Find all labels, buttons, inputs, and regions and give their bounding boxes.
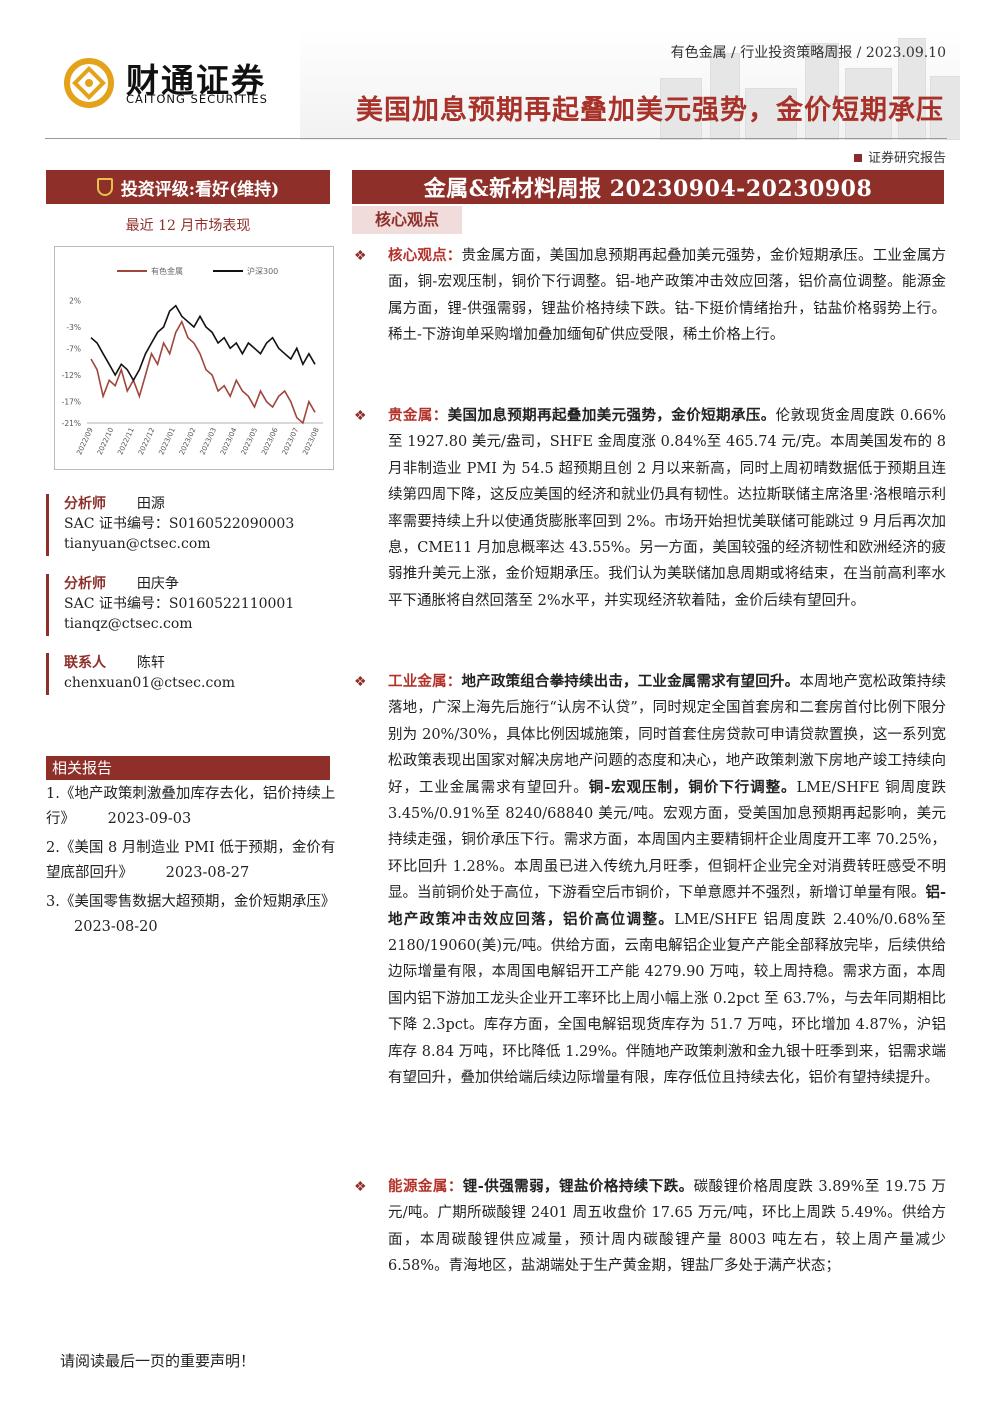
x-tick-label: 2022/12 (137, 426, 157, 456)
section-precious-metals: ❖ 贵金属：美国加息预期再起叠加美元强势，金价短期承压。伦敦现货金周度跌 0.66… (352, 403, 946, 614)
related-report[interactable]: 2.《美国 8 月制造业 PMI 低于预期，金价有望底部回升》 2023-08-… (46, 836, 336, 886)
analyst-sac: SAC 证书编号：S0160522090003 (64, 516, 295, 532)
report-meta: 有色金属 / 行业投资策略周报 / 2023.09.10 (670, 45, 946, 61)
contact: 联系人 陈轩 chenxuan01@ctsec.com (46, 653, 326, 695)
section-headline: 地产政策组合拳持续出击，工业金属需求有望回升。 (461, 673, 800, 690)
related-report-title: 1.《地产政策刺激叠加库存去化，铝价持续上行》 (46, 786, 336, 827)
copy-text: LME/SHFE 铜周度跌 3.45%/0.91%至 8240/68840 美元… (388, 779, 946, 902)
shield-icon (96, 178, 113, 196)
related-report-date: 2023-08-27 (165, 865, 250, 881)
y-tick-label: -21% (62, 419, 81, 428)
x-tick-label: 2023/06 (260, 426, 280, 456)
analyst-email[interactable]: tianqz@ctsec.com (64, 616, 193, 632)
section-label: 核心观点： (388, 247, 462, 264)
section-text: 伦敦现货金周度跌 0.66%至 1927.80 美元/盎司，SHFE 金周度涨 … (388, 408, 947, 609)
related-reports-heading: 相关报告 (46, 756, 330, 780)
analyst-role: 分析师 (64, 576, 106, 592)
header-skyline (300, 30, 960, 140)
series-line-1 (90, 304, 316, 382)
analyst-name: 田庆争 (136, 576, 179, 592)
section-core-view: ❖ 核心观点：贵金属方面，美国加息预期再起叠加美元强势，金价短期承压。工业金属方面… (352, 243, 946, 349)
contact-role: 联系人 (64, 655, 106, 671)
core-view-label: 核心观点 (352, 206, 462, 234)
contact-email[interactable]: chenxuan01@ctsec.com (64, 675, 236, 691)
analyst-2: 分析师 田庆争 SAC 证书编号：S0160522110001 tianqz@c… (46, 574, 326, 636)
legend-label: 有色金属 (151, 266, 183, 276)
section-label: 贵金属： (388, 407, 448, 424)
section-industrial-metals: ❖ 工业金属：地产政策组合拳持续出击，工业金属需求有望回升。本周地产宽松政策持续落… (352, 669, 946, 1092)
x-tick-label: 2022/10 (96, 426, 116, 456)
related-report-date: 2023-09-03 (107, 811, 192, 827)
x-tick-label: 2023/07 (281, 426, 301, 456)
related-report-date: 2023-08-20 (74, 919, 158, 935)
y-tick-label: -12% (62, 371, 81, 380)
report-title: 美国加息预期再起叠加美元强势，金价短期承压 (356, 95, 944, 126)
y-tick-label: -17% (62, 398, 81, 407)
x-tick-label: 2023/01 (157, 426, 177, 456)
x-tick-label: 2023/04 (219, 426, 239, 456)
series-line-0 (90, 319, 316, 425)
investment-rating: 投资评级:看好(维持) (46, 170, 330, 204)
x-tick-label: 2023/02 (178, 426, 198, 456)
analyst-1: 分析师 田源 SAC 证书编号：S0160522090003 tianyuan@… (46, 494, 326, 556)
market-performance-chart: 有色金属 沪深300 2% -3% -7% -12% -17% -21% 2022/09 2022… (54, 246, 334, 470)
analyst-name: 田源 (136, 496, 165, 512)
square-bullet-icon (853, 154, 862, 162)
section-label: 工业金属： (388, 673, 462, 690)
diamond-bullet-icon: ❖ (354, 674, 367, 690)
section-text: 本周地产宽松政策持续落地，广深上海先后施行“认房不认贷”，同时规定全国首套房和二… (388, 674, 947, 796)
company-name-en: CAITONG SECURITIES (126, 92, 268, 106)
related-report[interactable]: 1.《地产政策刺激叠加库存去化，铝价持续上行》 2023-09-03 (46, 782, 336, 832)
weekly-report-banner: 金属&新材料周报 20230904-20230908 (352, 170, 944, 204)
header-divider (45, 138, 947, 139)
y-tick-label: -7% (66, 344, 81, 353)
y-tick-label: 2% (69, 296, 81, 305)
related-report-title: 2.《美国 8 月制造业 PMI 低于预期，金价有望底部回升》 (46, 840, 336, 881)
section-text: 贵金属方面，美国加息预期再起叠加美元强势，金价短期承压。工业金属方面，铜-宏观压… (388, 248, 947, 344)
analyst-sac: SAC 证书编号：S0160522110001 (64, 596, 295, 612)
related-reports-list: 1.《地产政策刺激叠加库存去化，铝价持续上行》 2023-09-03 2.《美国… (46, 782, 336, 940)
related-report-title: 3.《美国零售数据大超预期，金价短期承压》 (46, 894, 336, 910)
copy-headline: 铜-宏观压制，铜价下行调整。 (588, 778, 797, 796)
section-energy-metals: ❖ 能源金属：锂-供强需弱，锂盐价格持续下跌。碳酸锂价格周度跌 3.89%至 19… (352, 1174, 946, 1280)
report-type-text: 证券研究报告 (867, 151, 946, 166)
x-tick-label: 2022/09 (75, 426, 95, 456)
analyst-email[interactable]: tianyuan@ctsec.com (64, 536, 211, 552)
logo-emblem-icon (64, 58, 114, 108)
footer-disclaimer: 请阅读最后一页的重要声明！ (60, 1352, 256, 1370)
x-tick-label: 2023/08 (301, 426, 321, 456)
report-type: 证券研究报告 (853, 147, 946, 166)
rating-text: 投资评级:看好(维持) (120, 179, 280, 200)
legend-label: 沪深300 (247, 266, 278, 276)
section-headline: 美国加息预期再起叠加美元强势，金价短期承压。 (447, 407, 776, 424)
diamond-bullet-icon: ❖ (354, 248, 367, 264)
x-tick-label: 2022/11 (116, 426, 136, 456)
section-label: 能源金属： (388, 1178, 463, 1195)
related-report[interactable]: 3.《美国零售数据大超预期，金价短期承压》 2023-08-20 (46, 890, 336, 940)
x-tick-label: 2023/05 (240, 426, 260, 456)
section-text: 碳酸锂价格周度跌 3.89%至 19.75 万元/吨。广期所碳酸锂 2401 周… (388, 1179, 946, 1275)
company-name-cn: 财通证券 (126, 61, 266, 100)
aluminum-text: LME/SHFE 铝周度跌 2.40%/0.68%至 2180/19060(美)… (388, 911, 947, 1087)
y-tick-label: -3% (66, 323, 81, 332)
diamond-bullet-icon: ❖ (354, 408, 367, 424)
aluminum-headline: 铝-地产政策冲击效应回落，铝价高位调整。 (388, 884, 946, 928)
section-headline: 锂-供强需弱，锂盐价格持续下跌。 (462, 1178, 694, 1195)
contact-name: 陈轩 (136, 655, 165, 671)
analyst-role: 分析师 (64, 496, 106, 512)
diamond-bullet-icon: ❖ (354, 1179, 367, 1195)
x-tick-label: 2023/03 (199, 426, 219, 456)
market-performance-title: 最近 12 月市场表现 (125, 218, 251, 234)
company-logo: 财通证券 CAITONG SECURITIES (64, 56, 304, 112)
